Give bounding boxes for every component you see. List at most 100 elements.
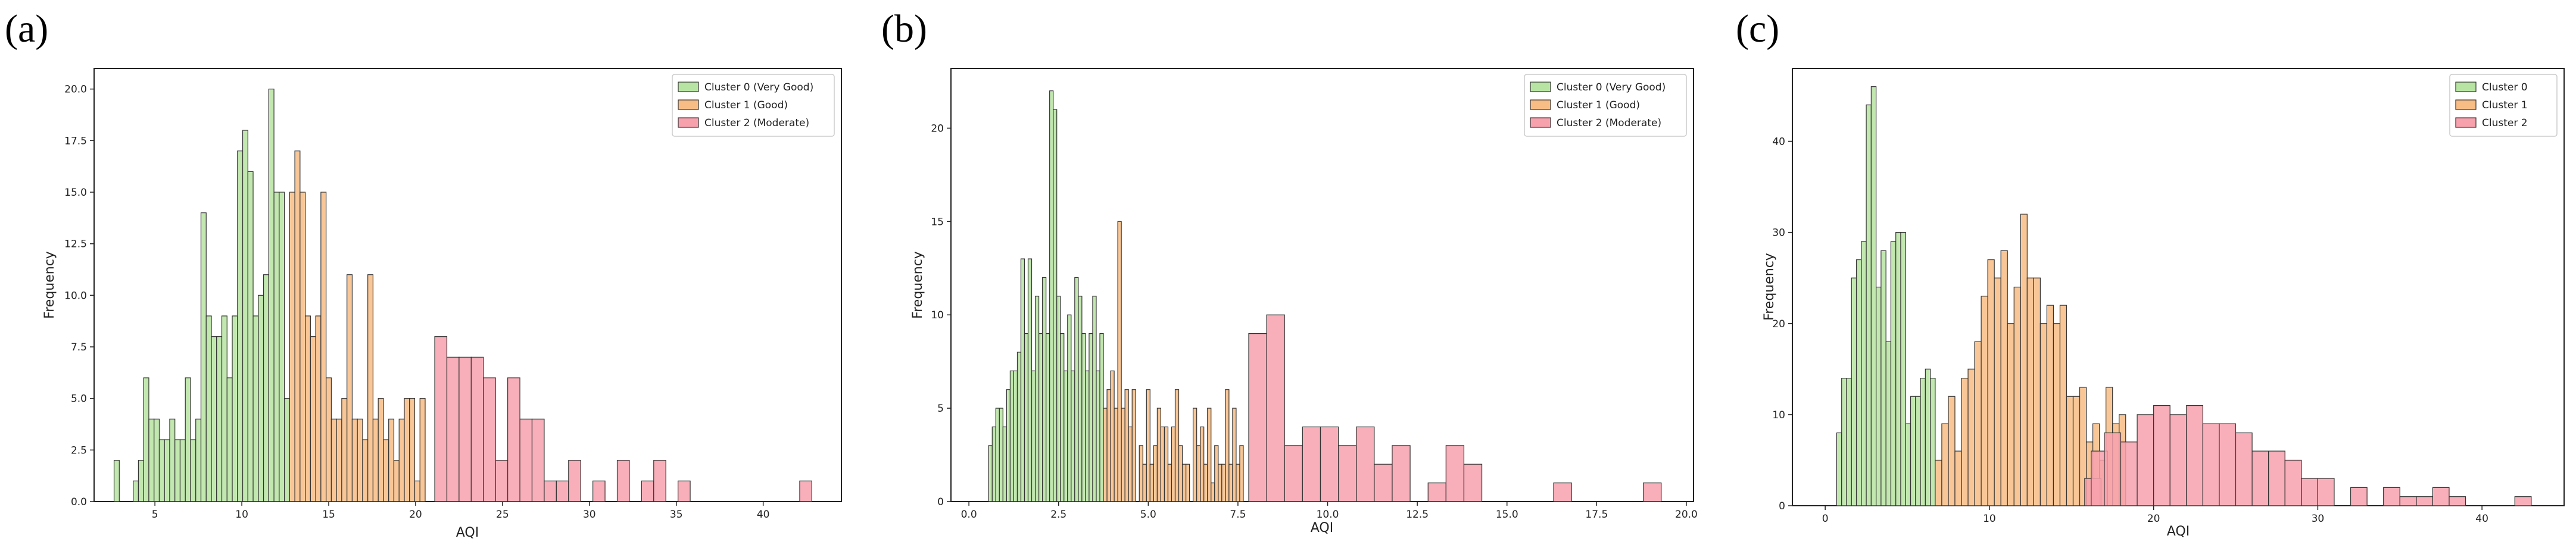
histogram-bar bbox=[2202, 423, 2220, 506]
histogram-bar bbox=[1861, 241, 1867, 506]
histogram-bar bbox=[1941, 423, 1949, 506]
histogram-bar bbox=[1870, 86, 1877, 506]
histogram-bar bbox=[414, 480, 420, 502]
histogram-bar bbox=[388, 418, 395, 502]
histogram-bar bbox=[1967, 368, 1975, 506]
histogram-bar bbox=[1153, 445, 1158, 502]
histogram-bar bbox=[200, 212, 207, 502]
histogram-bar bbox=[616, 460, 630, 502]
histogram-bar bbox=[1178, 445, 1183, 502]
panel-b: (b) 0.0 2.5 5.0 7.5 10.0 12.5 15.0 17.5 20.0 0 5 10… bbox=[881, 7, 1698, 535]
histogram-bar bbox=[1320, 426, 1339, 502]
panel-label-b: (b) bbox=[881, 7, 927, 51]
histogram-bar bbox=[2072, 396, 2081, 506]
histogram-bar bbox=[995, 408, 1000, 502]
y-tick-label: 5.0 bbox=[71, 393, 87, 405]
histogram-bar bbox=[1106, 389, 1111, 502]
histogram-bar bbox=[133, 480, 139, 502]
histogram-bar bbox=[409, 398, 416, 502]
histogram-bar bbox=[273, 192, 280, 502]
histogram-bar bbox=[1024, 333, 1029, 502]
histogram-bar bbox=[1218, 463, 1222, 502]
x-tick-label: 2.5 bbox=[1050, 509, 1066, 521]
histogram-bar bbox=[237, 151, 244, 502]
histogram-bar bbox=[378, 398, 384, 502]
histogram-bar bbox=[357, 418, 363, 502]
y-tick-label: 10 bbox=[931, 309, 944, 321]
histogram-bar bbox=[320, 192, 327, 502]
histogram-bar bbox=[148, 418, 155, 502]
histogram-bar bbox=[2219, 423, 2237, 506]
x-tick-label: 30 bbox=[2312, 513, 2325, 525]
histogram-bar bbox=[341, 398, 348, 502]
histogram-bar bbox=[1392, 445, 1411, 502]
histogram-bar bbox=[1099, 333, 1104, 502]
histogram-bar bbox=[1060, 333, 1065, 502]
histogram-bar bbox=[1042, 277, 1047, 502]
histogram-bar bbox=[1228, 463, 1233, 502]
histogram-bar bbox=[483, 377, 496, 502]
x-tick-label: 7.5 bbox=[1230, 509, 1246, 521]
histogram-bar bbox=[2449, 496, 2466, 506]
histogram-bar bbox=[205, 315, 212, 502]
histogram-bar bbox=[653, 460, 666, 502]
y-axis-title-b: Frequency bbox=[910, 251, 925, 319]
histogram-bar bbox=[507, 377, 520, 502]
histogram-bar bbox=[2514, 496, 2532, 506]
histogram-bar bbox=[190, 439, 197, 502]
x-tick-label: 20 bbox=[409, 509, 422, 521]
x-tick-label: 0 bbox=[1822, 513, 1829, 525]
histogram-bar bbox=[1900, 232, 1906, 506]
x-tick-label: 15 bbox=[322, 509, 335, 521]
histogram-bar bbox=[1855, 259, 1862, 506]
histogram-bar bbox=[1236, 463, 1240, 502]
histogram-bar bbox=[138, 460, 144, 502]
histogram-bar bbox=[174, 439, 181, 502]
x-axis-title-b: AQI bbox=[1311, 521, 1333, 535]
x-tick-label: 0.0 bbox=[961, 509, 977, 521]
histogram-bar bbox=[1954, 450, 1962, 506]
legend-swatch bbox=[1530, 99, 1551, 110]
histogram-bar bbox=[1284, 445, 1303, 502]
histogram-bar bbox=[1841, 378, 1847, 506]
histogram-bar bbox=[1266, 314, 1285, 502]
histogram-bar bbox=[393, 460, 400, 502]
histogram-bar bbox=[2301, 478, 2318, 506]
histogram-bar bbox=[1013, 370, 1018, 502]
legend-swatch bbox=[678, 82, 699, 92]
histogram-bar bbox=[1463, 463, 1483, 502]
histogram-bar bbox=[1131, 389, 1136, 502]
histogram-bar bbox=[326, 377, 332, 502]
histogram-bar bbox=[1074, 277, 1079, 502]
histogram-bar bbox=[404, 398, 410, 502]
histogram-bar bbox=[2186, 405, 2203, 506]
histogram-bar bbox=[1974, 341, 1982, 506]
histogram-bar bbox=[1836, 432, 1842, 506]
histogram-bar bbox=[991, 426, 996, 502]
histogram-bar bbox=[1171, 426, 1176, 502]
y-axis-title-a: Frequency bbox=[42, 251, 57, 319]
legend-label: Cluster 0 (Very Good) bbox=[704, 82, 813, 93]
bars-b bbox=[988, 90, 1662, 502]
histogram-bar bbox=[221, 315, 227, 502]
histogram-bar bbox=[2104, 432, 2122, 506]
histogram-bar bbox=[678, 480, 691, 502]
legend-swatch bbox=[2455, 117, 2477, 128]
histogram-bar bbox=[1207, 408, 1212, 502]
histogram-bar bbox=[470, 356, 484, 502]
y-tick-label: 0 bbox=[1779, 500, 1785, 512]
panel-label-c: (c) bbox=[1736, 7, 1779, 51]
histogram-bar bbox=[1987, 259, 1995, 506]
histogram-bar bbox=[1053, 109, 1058, 502]
histogram-bar bbox=[1890, 241, 1897, 506]
histogram-bar bbox=[1103, 408, 1108, 502]
histogram-bar bbox=[1905, 423, 1911, 506]
histogram-bar bbox=[1064, 370, 1068, 502]
histogram-bar bbox=[383, 439, 389, 502]
histogram-bar bbox=[1089, 333, 1093, 502]
panel-a: (a) 5 10 15 20 25 30 35 40 0.0 2.5 5.0 7.5 10.0 12.5 1… bbox=[5, 7, 842, 540]
histogram-bar bbox=[1880, 250, 1886, 506]
histogram-bar bbox=[1925, 368, 1931, 506]
histogram-bar bbox=[1110, 370, 1115, 502]
legend-swatch bbox=[678, 99, 699, 110]
